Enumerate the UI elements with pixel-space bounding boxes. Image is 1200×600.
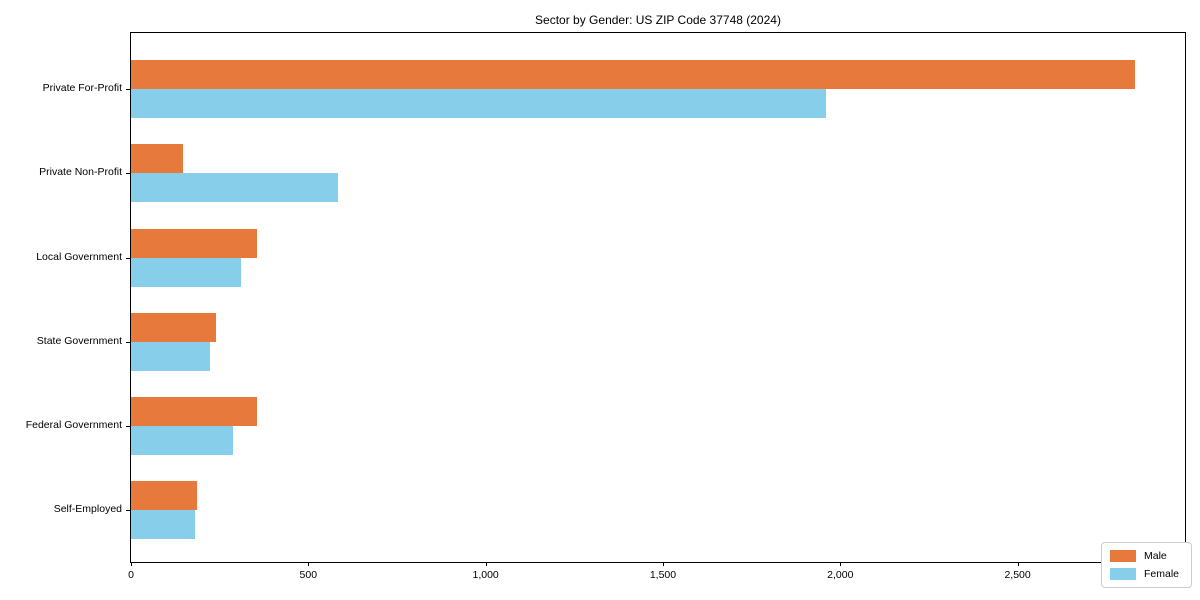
bar-male-private-non-profit xyxy=(131,144,184,174)
y-axis-tick xyxy=(126,173,130,175)
legend: Male Female xyxy=(1100,542,1192,588)
x-axis-tick-label: 2,000 xyxy=(827,569,854,581)
y-axis-tick xyxy=(126,257,130,259)
x-axis-tick-label: 500 xyxy=(299,569,318,581)
male-series-swatch-icon xyxy=(1109,550,1136,562)
x-axis-tick-label: 2,500 xyxy=(1004,569,1031,581)
bar-female-self-employed xyxy=(131,510,196,540)
bar-female-private-for-profit xyxy=(131,89,827,118)
x-axis-tick xyxy=(485,562,487,566)
x-axis-tick xyxy=(1017,562,1019,566)
legend-label-female: Female xyxy=(1143,568,1179,580)
y-axis-label: State Government xyxy=(36,334,122,347)
y-axis-tick xyxy=(126,89,130,90)
y-axis-tick xyxy=(126,510,130,512)
x-axis-tick-label: 1,500 xyxy=(649,569,677,581)
y-axis-tick xyxy=(126,426,130,427)
bar-female-federal-government xyxy=(131,426,234,455)
chart-title: Sector by Gender: US ZIP Code 37748 (202… xyxy=(535,13,781,27)
bar-male-private-for-profit xyxy=(131,60,1135,89)
legend-item-female: Female xyxy=(1109,568,1179,580)
x-axis-tick-label: 0 xyxy=(128,569,134,581)
bar-male-federal-government xyxy=(131,397,257,426)
x-axis-tick xyxy=(308,562,310,566)
x-axis-tick xyxy=(131,562,132,566)
y-axis-label: Federal Government xyxy=(25,419,122,431)
y-axis-label: Self-Employed xyxy=(53,503,122,516)
x-axis-tick xyxy=(840,562,842,566)
legend-item-male: Male xyxy=(1109,550,1179,562)
y-axis-label: Local Government xyxy=(36,250,122,263)
female-series-swatch-icon xyxy=(1109,568,1136,580)
bar-female-state-government xyxy=(131,341,210,371)
x-axis-tick xyxy=(662,562,664,566)
y-axis-tick xyxy=(126,341,130,343)
plot-area: Private For-Profit Private Non-Profit Loca… xyxy=(26,32,1186,581)
x-axis-tick-label: 1,000 xyxy=(472,569,499,581)
legend-label-male: Male xyxy=(1143,550,1167,562)
bar-female-local-government xyxy=(131,257,242,287)
bar-male-state-government xyxy=(131,312,217,342)
y-axis-label: Private For-Profit xyxy=(42,82,122,94)
y-axis-label: Private Non-Profit xyxy=(39,166,122,179)
bar-male-local-government xyxy=(131,228,257,258)
bar-female-private-non-profit xyxy=(131,173,338,203)
bar-male-self-employed xyxy=(131,481,197,511)
